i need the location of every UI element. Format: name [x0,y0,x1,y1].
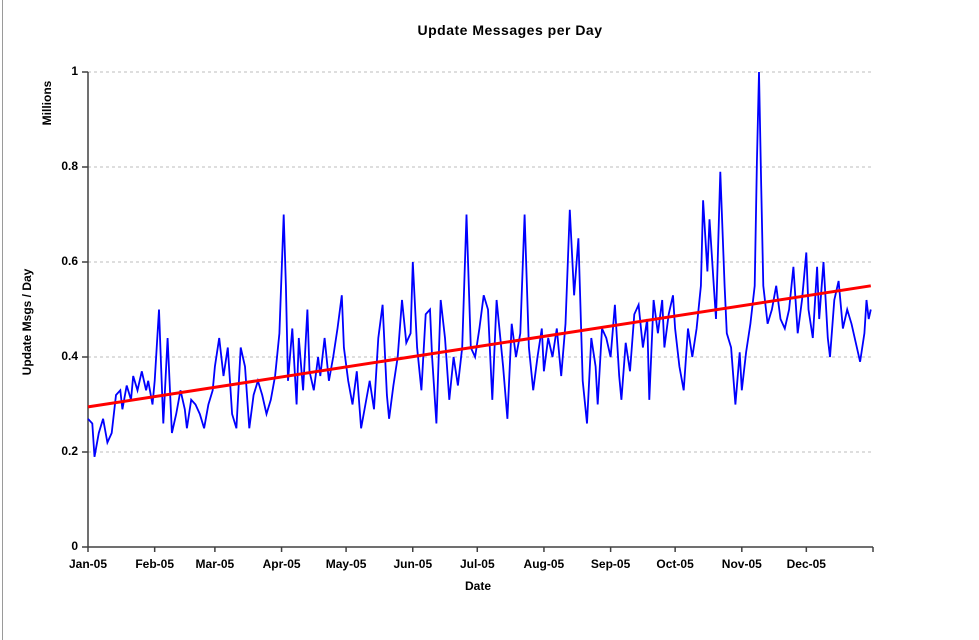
x-tick-label: Apr-05 [262,557,301,571]
x-tick-label: Aug-05 [523,557,565,571]
x-tick-label: Oct-05 [656,557,694,571]
x-tick-label: Mar-05 [195,557,235,571]
x-tick-label: Jul-05 [459,557,495,571]
x-tick-label: Nov-05 [721,557,762,571]
y-tick-label: 0.6 [61,254,78,268]
x-tick-label: Jun-05 [393,557,433,571]
daily-update-messages-millions--line [87,71,872,457]
y-tick-label: 1 [71,64,78,78]
x-tick-label: Dec-05 [786,557,826,571]
x-tick-label: Sep-05 [590,557,631,571]
linear-trend-line [87,284,872,409]
x-tick-label: Feb-05 [135,557,175,571]
y-tick-label: 0.2 [61,444,78,458]
y-tick-label: 0.4 [61,349,78,363]
y-tick-label: 0 [71,539,78,553]
gridlines [88,71,873,453]
x-tick-label: Jan-05 [68,557,108,571]
y-tick-label: 0.8 [61,159,78,173]
axes [82,71,874,552]
x-axis-title: Date [464,579,491,593]
x-tick-label: May-05 [325,557,367,571]
data-series [87,71,872,457]
chart-title: Update Messages per Day [417,22,603,38]
window-edge-line [2,0,3,640]
